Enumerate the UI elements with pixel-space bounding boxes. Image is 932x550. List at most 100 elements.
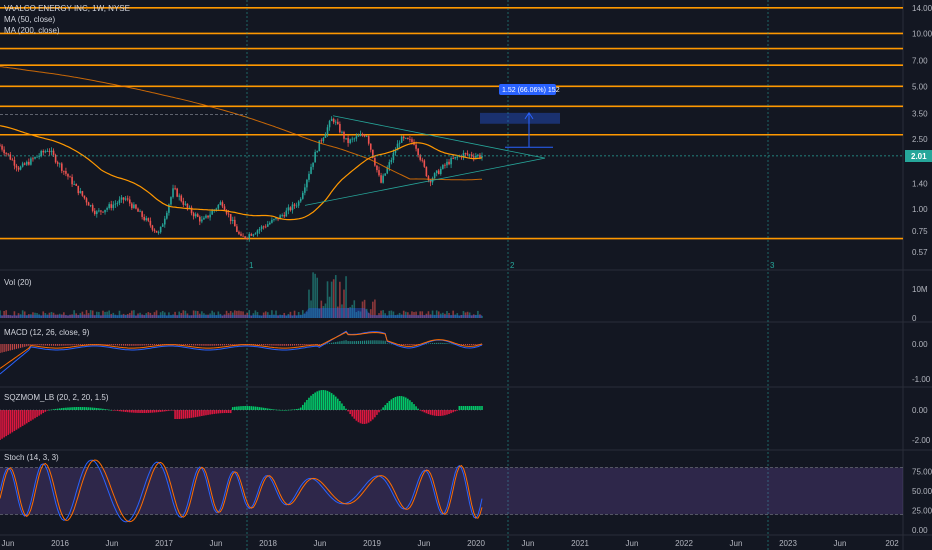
macd-histogram-bar: [118, 344, 121, 346]
macd-histogram-bar: [401, 344, 403, 345]
macd-histogram-bar: [127, 344, 129, 346]
macd-histogram-bar: [145, 344, 147, 346]
sqzmom-bar: [271, 409, 273, 410]
volume-bar: [213, 312, 216, 318]
sqzmom-bar: [386, 402, 389, 410]
volume-bar: [145, 313, 148, 318]
sqzmom-bar: [213, 410, 216, 414]
macd-histogram-bar: [370, 340, 372, 344]
sqzmom-bar: [299, 407, 302, 410]
macd-histogram-bar: [263, 344, 265, 346]
sqzmom-bar: [413, 404, 415, 410]
triangle-upper-line: [332, 115, 546, 159]
volume-bar: [106, 311, 108, 318]
sqzmom-bar: [273, 409, 275, 410]
candle-body: [388, 162, 391, 168]
volume-bar: [28, 314, 30, 318]
candle-body: [433, 173, 436, 179]
sqzmom-bar: [73, 407, 75, 410]
macd-histogram-bar: [291, 344, 294, 346]
sqzmom-bar: [229, 410, 232, 414]
sqzmom-bar: [339, 400, 341, 410]
stoch-tick-label: 75.00: [912, 468, 932, 477]
macd-tick-label: -1.00: [912, 375, 931, 384]
time-tick-label: 2017: [155, 539, 173, 548]
volume-bar: [404, 311, 407, 318]
candle-body: [435, 170, 438, 174]
volume-bar: [316, 277, 319, 318]
sqzmom-bar: [246, 406, 248, 410]
sqzmom-bar: [421, 410, 424, 412]
sqzmom-bar: [67, 407, 69, 410]
candle-body: [19, 166, 22, 170]
macd-histogram-bar: [100, 344, 102, 345]
sqzmom-bar: [211, 410, 213, 415]
horizontal-levels[interactable]: [0, 6, 903, 240]
symbol-title[interactable]: VAALCO ENERGY INC, 1W, NYSE: [4, 4, 130, 13]
sqzmom-bar: [266, 408, 269, 410]
volume-bar: [444, 313, 446, 318]
volume-bar: [454, 314, 457, 318]
time-tick-label: 2020: [467, 539, 485, 548]
volume-bar: [240, 311, 242, 318]
volume-bar: [116, 315, 119, 318]
macd-histogram-bar: [361, 340, 364, 344]
volume-bar: [417, 315, 419, 318]
macd-histogram-bar: [215, 344, 217, 346]
macd-histogram-bar: [85, 344, 88, 345]
sqzmom-bar: [415, 406, 417, 410]
candle-body: [110, 204, 113, 208]
volume-bar: [17, 313, 20, 318]
ma200-legend[interactable]: MA (200, close): [4, 26, 60, 35]
macd-histogram-bar: [232, 344, 234, 345]
sqzmom-bar: [458, 406, 461, 410]
macd-histogram-bar: [312, 344, 314, 345]
candle-body: [77, 185, 80, 194]
macd-histogram-bar: [67, 344, 69, 346]
macd-histogram-bar: [203, 344, 205, 346]
sqzmom-bar: [54, 408, 57, 410]
drawings-layer[interactable]: 1 2 3: [0, 0, 903, 550]
sqzmom-bar: [433, 410, 436, 416]
candle-body: [168, 204, 170, 213]
candle-body: [324, 134, 327, 138]
macd-histogram-bar: [469, 344, 471, 346]
candle-body: [423, 160, 426, 167]
volume-bar: [172, 314, 174, 318]
candle-body: [477, 154, 479, 156]
candle-body: [159, 226, 162, 233]
sqzmom-bar: [355, 410, 358, 421]
sqzmom-bar: [240, 406, 242, 410]
volume-bar: [19, 314, 22, 318]
macd-histogram-bar: [125, 344, 127, 346]
sqzmom-bar: [409, 400, 411, 410]
macd-histogram-bar: [36, 344, 38, 346]
macd-histogram-bar: [351, 341, 353, 344]
macd-signal-line: [0, 331, 483, 369]
macd-histogram-bar: [436, 342, 438, 344]
candle-body: [1, 145, 3, 150]
ma50-legend[interactable]: MA (50, close): [4, 15, 56, 24]
macd-histogram-bar: [357, 340, 360, 344]
macd-histogram-bar: [378, 340, 380, 344]
macd-histogram-bar: [225, 344, 228, 346]
price-tick-label: 0.75: [912, 227, 928, 236]
volume-bar: [281, 315, 283, 318]
candle-body: [242, 235, 244, 237]
macd-histogram-bar: [178, 344, 180, 345]
volume-bar: [367, 312, 370, 318]
sqzmom-bar: [217, 410, 220, 414]
volume-bar: [291, 315, 294, 318]
macd-histogram-bar: [188, 344, 191, 346]
volume-bar: [365, 308, 368, 318]
macd-histogram-bar: [462, 344, 465, 345]
candle-body: [301, 192, 304, 199]
volume-bar: [419, 311, 422, 318]
volume-bar: [163, 312, 166, 318]
macd-histogram-bar: [331, 342, 333, 344]
sqzmom-bar: [176, 410, 178, 419]
macd-histogram-bar: [195, 344, 197, 346]
macd-histogram-bar: [61, 344, 63, 346]
